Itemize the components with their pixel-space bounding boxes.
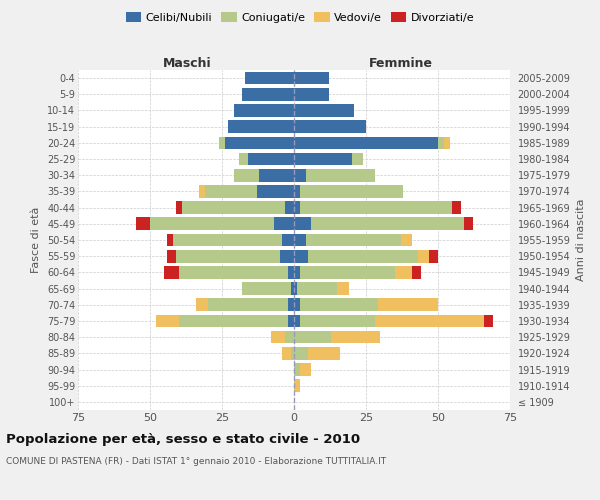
- Bar: [208, 298, 288, 311]
- Bar: [259, 169, 294, 181]
- Bar: [283, 234, 294, 246]
- Bar: [136, 218, 150, 230]
- Bar: [286, 202, 294, 214]
- Bar: [294, 331, 331, 344]
- Bar: [176, 250, 280, 262]
- Bar: [300, 314, 374, 328]
- Bar: [182, 202, 286, 214]
- Bar: [401, 234, 412, 246]
- Bar: [294, 314, 300, 328]
- Bar: [291, 347, 294, 360]
- Bar: [288, 314, 294, 328]
- Bar: [205, 185, 257, 198]
- Bar: [233, 104, 294, 117]
- Bar: [228, 120, 294, 133]
- Bar: [294, 185, 300, 198]
- Bar: [352, 152, 363, 166]
- Bar: [291, 282, 294, 295]
- Bar: [297, 282, 337, 295]
- Bar: [219, 136, 225, 149]
- Bar: [179, 266, 288, 278]
- Bar: [294, 347, 308, 360]
- Bar: [308, 347, 340, 360]
- Y-axis label: Fasce di età: Fasce di età: [31, 207, 41, 273]
- Bar: [294, 104, 355, 117]
- Bar: [294, 250, 308, 262]
- Bar: [294, 72, 329, 85]
- Bar: [225, 136, 294, 149]
- Bar: [430, 250, 438, 262]
- Bar: [196, 298, 208, 311]
- Bar: [412, 266, 421, 278]
- Bar: [294, 234, 305, 246]
- Bar: [300, 266, 395, 278]
- Bar: [176, 202, 182, 214]
- Bar: [294, 88, 329, 101]
- Bar: [294, 380, 300, 392]
- Bar: [294, 136, 438, 149]
- Bar: [395, 266, 412, 278]
- Bar: [257, 185, 294, 198]
- Bar: [199, 185, 205, 198]
- Bar: [484, 314, 493, 328]
- Text: Femmine: Femmine: [368, 57, 433, 70]
- Bar: [337, 282, 349, 295]
- Bar: [300, 185, 403, 198]
- Text: Popolazione per età, sesso e stato civile - 2010: Popolazione per età, sesso e stato civil…: [6, 432, 360, 446]
- Bar: [311, 218, 464, 230]
- Legend: Celibi/Nubili, Coniugati/e, Vedovi/e, Divorziati/e: Celibi/Nubili, Coniugati/e, Vedovi/e, Di…: [121, 8, 479, 28]
- Bar: [305, 169, 374, 181]
- Bar: [280, 250, 294, 262]
- Bar: [245, 72, 294, 85]
- Bar: [300, 202, 452, 214]
- Bar: [248, 152, 294, 166]
- Bar: [374, 314, 484, 328]
- Bar: [271, 331, 286, 344]
- Bar: [233, 169, 259, 181]
- Bar: [164, 266, 179, 278]
- Bar: [173, 234, 283, 246]
- Bar: [294, 152, 352, 166]
- Bar: [294, 266, 300, 278]
- Bar: [331, 331, 380, 344]
- Bar: [305, 234, 401, 246]
- Bar: [150, 218, 274, 230]
- Bar: [274, 218, 294, 230]
- Bar: [300, 298, 377, 311]
- Bar: [294, 202, 300, 214]
- Bar: [294, 282, 297, 295]
- Bar: [300, 363, 311, 376]
- Bar: [444, 136, 449, 149]
- Bar: [167, 234, 173, 246]
- Bar: [418, 250, 430, 262]
- Bar: [283, 347, 291, 360]
- Bar: [288, 298, 294, 311]
- Bar: [294, 169, 305, 181]
- Bar: [294, 120, 366, 133]
- Bar: [308, 250, 418, 262]
- Y-axis label: Anni di nascita: Anni di nascita: [576, 198, 586, 281]
- Bar: [286, 331, 294, 344]
- Bar: [452, 202, 461, 214]
- Text: COMUNE DI PASTENA (FR) - Dati ISTAT 1° gennaio 2010 - Elaborazione TUTTITALIA.IT: COMUNE DI PASTENA (FR) - Dati ISTAT 1° g…: [6, 457, 386, 466]
- Bar: [464, 218, 473, 230]
- Bar: [239, 152, 248, 166]
- Bar: [242, 282, 291, 295]
- Bar: [167, 250, 176, 262]
- Bar: [438, 136, 444, 149]
- Text: Maschi: Maschi: [163, 57, 212, 70]
- Bar: [294, 363, 300, 376]
- Bar: [242, 88, 294, 101]
- Bar: [377, 298, 438, 311]
- Bar: [294, 218, 311, 230]
- Bar: [288, 266, 294, 278]
- Bar: [179, 314, 288, 328]
- Bar: [156, 314, 179, 328]
- Bar: [294, 298, 300, 311]
